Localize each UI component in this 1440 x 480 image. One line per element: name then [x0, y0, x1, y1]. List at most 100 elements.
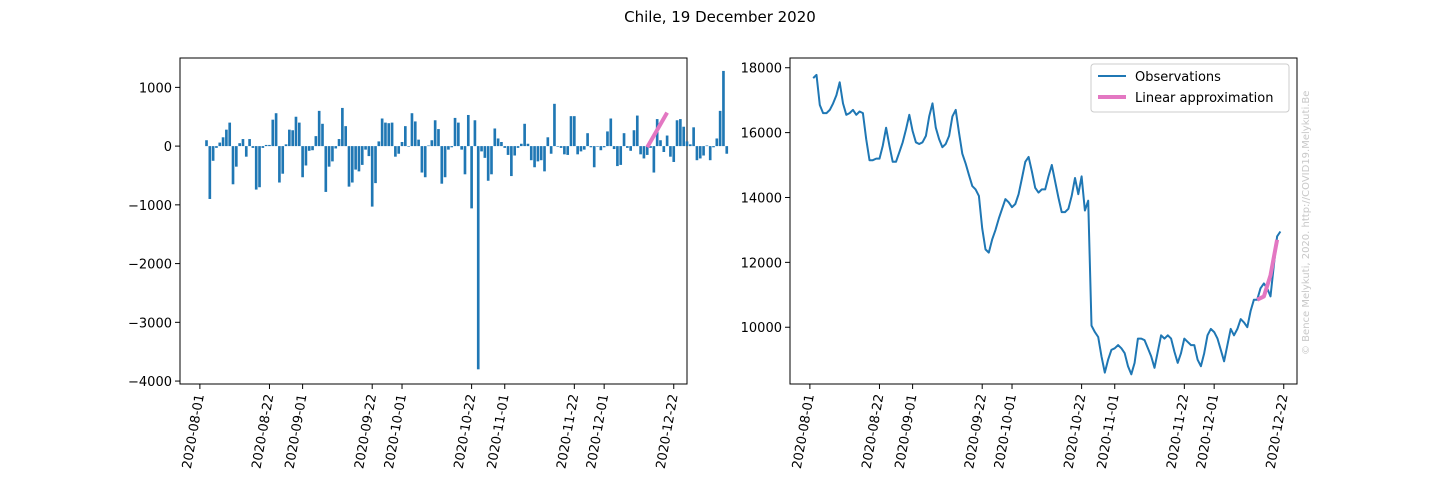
legend-fit-label: Linear approximation: [1135, 91, 1273, 106]
bar: [626, 146, 629, 148]
bar: [708, 146, 712, 161]
watermark: © Bence Melykuti, 2020. http://COVID19.M…: [1301, 91, 1312, 355]
line-y-axis: 18000 16000 14000 12000 10000: [741, 62, 790, 336]
bar: [592, 146, 596, 168]
bar: [606, 131, 609, 147]
bar: [268, 144, 271, 147]
bar: [463, 146, 467, 175]
bar: [211, 146, 215, 161]
bar: [685, 141, 689, 147]
bar: [679, 119, 682, 147]
bar: [559, 146, 563, 148]
bar: [331, 146, 334, 162]
bar: [546, 137, 550, 147]
line-plot-area: [789, 57, 1298, 385]
x-tick-label: 2020-12-22: [1264, 393, 1292, 470]
bar: [205, 140, 208, 147]
bar: [563, 146, 566, 155]
bar: [288, 129, 291, 147]
bar: [344, 126, 348, 147]
bar-x-axis: 2020-08-01 2020-08-22 2020-09-01 2020-09-22…: [180, 384, 682, 470]
bar: [417, 139, 420, 147]
x-tick-label: 2020-09-22: [962, 393, 990, 470]
bar: [490, 146, 493, 175]
bar: [281, 146, 285, 174]
bar: [476, 146, 480, 370]
x-tick-label: 2020-11-01: [1095, 393, 1123, 470]
bar: [321, 123, 324, 147]
bar: [536, 146, 540, 162]
y-tick-label: 14000: [741, 191, 782, 206]
bar-fit-line: [645, 111, 669, 149]
x-tick-label: 2020-11-22: [554, 393, 582, 470]
bar: [278, 146, 281, 183]
bar: [466, 114, 470, 147]
bar: [473, 120, 477, 147]
bar: [370, 146, 374, 207]
bar: [420, 146, 424, 173]
bar: [688, 144, 692, 147]
bar: [486, 146, 490, 181]
bar: [582, 146, 586, 150]
y-tick-label: −4000: [128, 375, 172, 390]
x-tick-label: 2020-09-01: [283, 393, 311, 470]
bar: [453, 117, 457, 147]
bar: [264, 144, 268, 147]
bar: [347, 146, 351, 187]
bar: [291, 130, 294, 147]
bar: [297, 122, 301, 147]
bar: [539, 146, 543, 161]
bar: [360, 146, 364, 165]
bar: [599, 146, 603, 151]
y-tick-label: −1000: [128, 199, 172, 214]
bar: [423, 146, 427, 178]
bar: [639, 146, 642, 155]
y-tick-label: 16000: [741, 127, 782, 142]
bar: [241, 139, 245, 147]
x-tick-label: 2020-08-22: [860, 393, 888, 470]
bar: [430, 140, 434, 147]
bar: [692, 127, 695, 147]
observations-line: [812, 73, 1282, 376]
legend-box: [1090, 63, 1290, 113]
bar: [284, 144, 288, 147]
bar: [718, 110, 722, 147]
bar: [215, 146, 218, 148]
bar: [350, 146, 354, 183]
bar: [662, 146, 666, 152]
bar: [238, 143, 241, 147]
bar: [573, 116, 576, 147]
bar: [635, 115, 639, 147]
bar: [221, 137, 225, 147]
bar: [652, 146, 656, 173]
bar: [271, 119, 275, 147]
bar: [254, 146, 258, 190]
bar: [589, 146, 593, 148]
bar: [629, 146, 632, 151]
bar: [261, 146, 265, 148]
bar: [228, 122, 232, 147]
x-tick-label: 2020-12-01: [584, 393, 612, 470]
bar: [553, 103, 556, 147]
bar: [450, 146, 454, 148]
bar: [374, 146, 377, 184]
bar: [556, 146, 560, 147]
bar: [566, 146, 570, 155]
bar: [384, 122, 387, 147]
bar: [483, 146, 487, 158]
bar: [496, 138, 500, 147]
bar: [526, 143, 530, 147]
bar: [513, 146, 517, 156]
bar-marks: [205, 70, 729, 370]
bar: [672, 146, 676, 162]
x-tick-label: 2020-08-01: [180, 393, 208, 470]
bar: [410, 113, 414, 147]
bar: [543, 146, 546, 172]
x-tick-label: 2020-08-01: [790, 393, 818, 470]
bar: [586, 133, 589, 147]
figure-title: Chile, 19 December 2020: [624, 8, 816, 26]
bar: [317, 110, 321, 147]
bar: [705, 145, 709, 147]
bar: [390, 122, 394, 147]
